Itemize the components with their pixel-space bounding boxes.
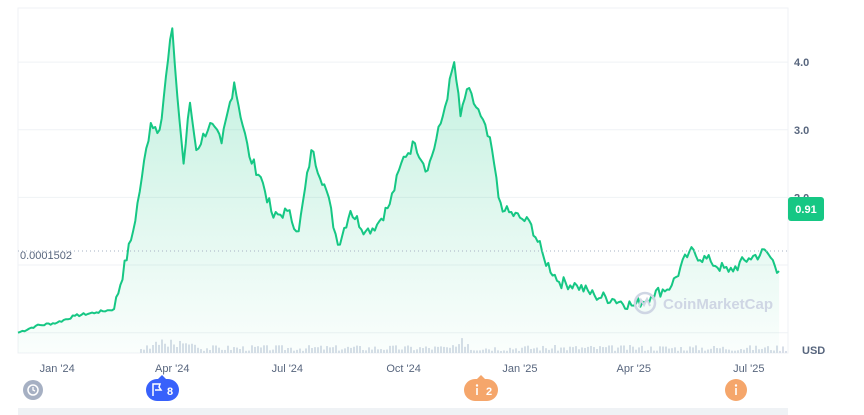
y-tick-label: 3.0 [794, 125, 809, 137]
plot-frame [17, 7, 789, 354]
range-strip[interactable] [18, 408, 788, 415]
y-axis: 4.03.02.0 [794, 57, 809, 204]
history-event-marker[interactable] [23, 380, 43, 400]
volume-bar [779, 350, 781, 353]
info-icon [475, 384, 479, 395]
price-area-fill [18, 28, 780, 354]
x-tick-label: Jan '25 [502, 363, 537, 375]
coinmarketcap-logo-icon [633, 291, 657, 315]
flag-event-marker[interactable]: 8 [146, 375, 179, 401]
baseline-label: 0.0001502 [20, 250, 72, 262]
x-tick-label: Oct '24 [386, 363, 421, 375]
flag-event-count: 8 [167, 386, 173, 398]
coinmarketcap-watermark: CoinMarketCap [633, 291, 773, 315]
x-tick-label: Apr '24 [155, 363, 190, 375]
history-icon [27, 384, 39, 396]
x-axis: Jan '24 Apr '24 Jul '24 Oct '24 Jan '25 Apr '… [40, 363, 765, 375]
current-price-badge: 0.91 [788, 197, 824, 221]
watermark-text: CoinMarketCap [663, 296, 773, 313]
x-tick-label: Jan '24 [40, 363, 75, 375]
x-tick-label: Jul '25 [733, 363, 764, 375]
x-tick-label: Apr '25 [616, 363, 651, 375]
info-event-count: 2 [486, 386, 492, 398]
x-tick-label: Jul '24 [272, 363, 303, 375]
volume-bar [785, 350, 787, 353]
flag-icon [152, 383, 163, 396]
info-icon [734, 384, 738, 395]
y-tick-label: 4.0 [794, 57, 809, 69]
info-event-marker-2[interactable] [725, 379, 747, 401]
currency-label: USD [802, 345, 825, 357]
info-event-marker-1[interactable]: 2 [464, 375, 498, 401]
current-price-value: 0.91 [795, 204, 816, 216]
volume-bar [782, 346, 784, 353]
